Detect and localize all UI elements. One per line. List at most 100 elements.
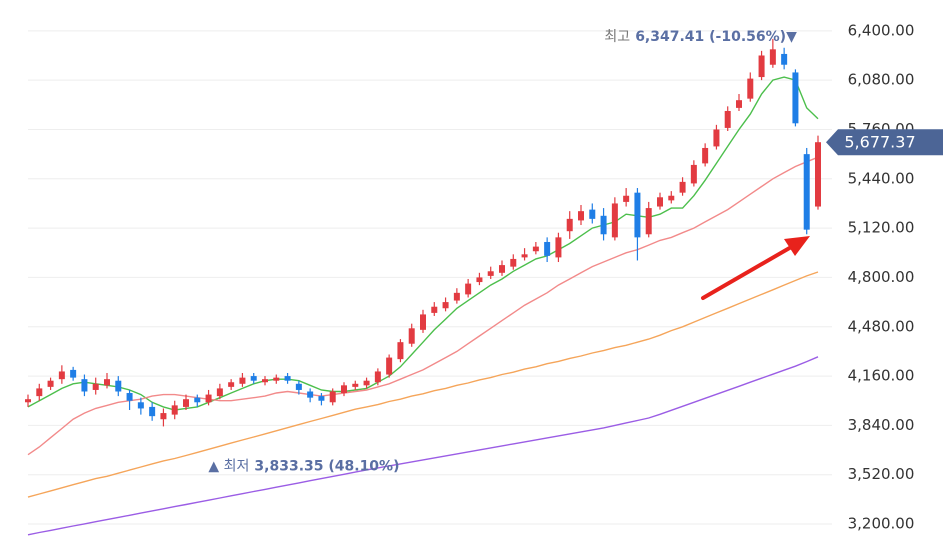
candle-body	[228, 382, 235, 387]
candle-body	[295, 383, 302, 390]
candle-body	[58, 371, 65, 380]
high-annotation: 최고 6,347.41 (-10.56%)▼	[604, 29, 797, 45]
candle-body	[262, 379, 268, 383]
candle-body	[702, 147, 709, 164]
candle-body	[781, 53, 788, 65]
candle-body	[623, 195, 630, 202]
arrow-shaft	[701, 244, 795, 300]
candle-body	[657, 197, 663, 207]
candle-body	[487, 271, 494, 276]
candle-body	[645, 208, 652, 235]
candle-body	[420, 314, 426, 330]
candle-body	[690, 164, 697, 184]
candle-body	[284, 376, 291, 381]
y-tick-label: 4,800.00	[848, 268, 915, 286]
y-tick-label: 4,160.00	[848, 367, 915, 385]
low-annotation: ▲ 최저 3,833.35 (48.10%)	[208, 458, 399, 474]
ma-line	[27, 356, 819, 536]
ma-line	[27, 76, 819, 411]
candle-body	[160, 413, 167, 420]
candle-body	[171, 405, 178, 415]
ma-line	[27, 156, 819, 456]
candle-body	[194, 397, 201, 403]
candle-body	[566, 218, 573, 232]
candle-body	[36, 388, 43, 397]
candle-body	[386, 357, 393, 375]
candle-body	[25, 399, 31, 403]
candle-body	[341, 385, 347, 394]
candle-body	[92, 383, 99, 390]
candle-body	[792, 72, 799, 124]
candle-body	[713, 129, 720, 147]
candle-body	[273, 377, 280, 381]
candle-body	[352, 383, 359, 387]
candle-body	[758, 55, 765, 78]
candle-body	[374, 371, 381, 383]
candle-body	[149, 406, 156, 417]
candle-body	[250, 376, 257, 381]
candle-body	[239, 377, 246, 384]
candle-body	[634, 192, 641, 238]
candles	[25, 38, 821, 427]
candle-body	[397, 342, 404, 360]
candle-body	[363, 380, 370, 386]
y-tick-label: 5,120.00	[848, 219, 915, 237]
candle-body	[499, 265, 505, 273]
candle-body	[408, 328, 415, 344]
candle-body	[329, 391, 336, 403]
y-tick-label: 6,400.00	[848, 21, 915, 39]
candle-body	[600, 215, 607, 235]
candle-body	[611, 203, 618, 238]
candle-body	[216, 388, 223, 397]
candle-body	[736, 100, 742, 108]
y-tick-label: 3,840.00	[848, 416, 915, 434]
candle-body	[532, 246, 539, 252]
candle-body	[815, 142, 821, 207]
candle-body	[104, 379, 110, 386]
high-annotation-text: 6,347.41 (-10.56%)▼	[635, 29, 797, 45]
candle-body	[442, 302, 449, 309]
candle-body	[70, 369, 77, 378]
candle-body	[769, 49, 776, 65]
candle-body	[724, 110, 731, 128]
y-tick-label: 3,200.00	[848, 515, 915, 533]
candle-body	[747, 78, 754, 99]
candle-body	[589, 209, 596, 219]
candle-body	[465, 283, 472, 295]
candle-body	[476, 277, 483, 283]
candle-body	[205, 394, 212, 403]
candle-body	[803, 154, 810, 230]
candle-body	[510, 258, 517, 267]
y-tick-label: 5,440.00	[848, 169, 915, 187]
candle-body	[578, 211, 584, 221]
y-tick-label: 4,480.00	[848, 317, 915, 335]
arrow-head	[784, 236, 810, 256]
high-annotation-label: 최고	[604, 29, 630, 45]
low-annotation-label: ▲ 최저	[208, 458, 249, 474]
candle-body	[183, 399, 189, 407]
candle-body	[544, 241, 551, 256]
candle-body	[126, 393, 133, 401]
candle-body	[453, 292, 460, 301]
moving-averages	[27, 76, 819, 536]
price-tag-label: 5,677.37	[844, 133, 915, 152]
candle-body	[668, 195, 675, 201]
candle-body	[555, 237, 562, 258]
candle-body	[81, 379, 88, 392]
grid	[28, 30, 832, 525]
labels: 6,400.006,080.005,760.005,440.005,120.00…	[208, 21, 943, 533]
candle-body	[431, 306, 438, 313]
y-tick-label: 6,080.00	[848, 71, 915, 89]
low-annotation-text: 3,833.35 (48.10%)	[254, 458, 399, 474]
candle-body	[318, 396, 325, 401]
candle-body	[47, 380, 54, 387]
candle-body	[521, 254, 528, 258]
y-tick-label: 3,520.00	[848, 465, 915, 483]
candle-body	[115, 380, 122, 392]
ma-line	[27, 271, 819, 498]
candle-body	[307, 391, 314, 398]
candle-body	[137, 402, 144, 409]
price-tag	[826, 129, 943, 156]
